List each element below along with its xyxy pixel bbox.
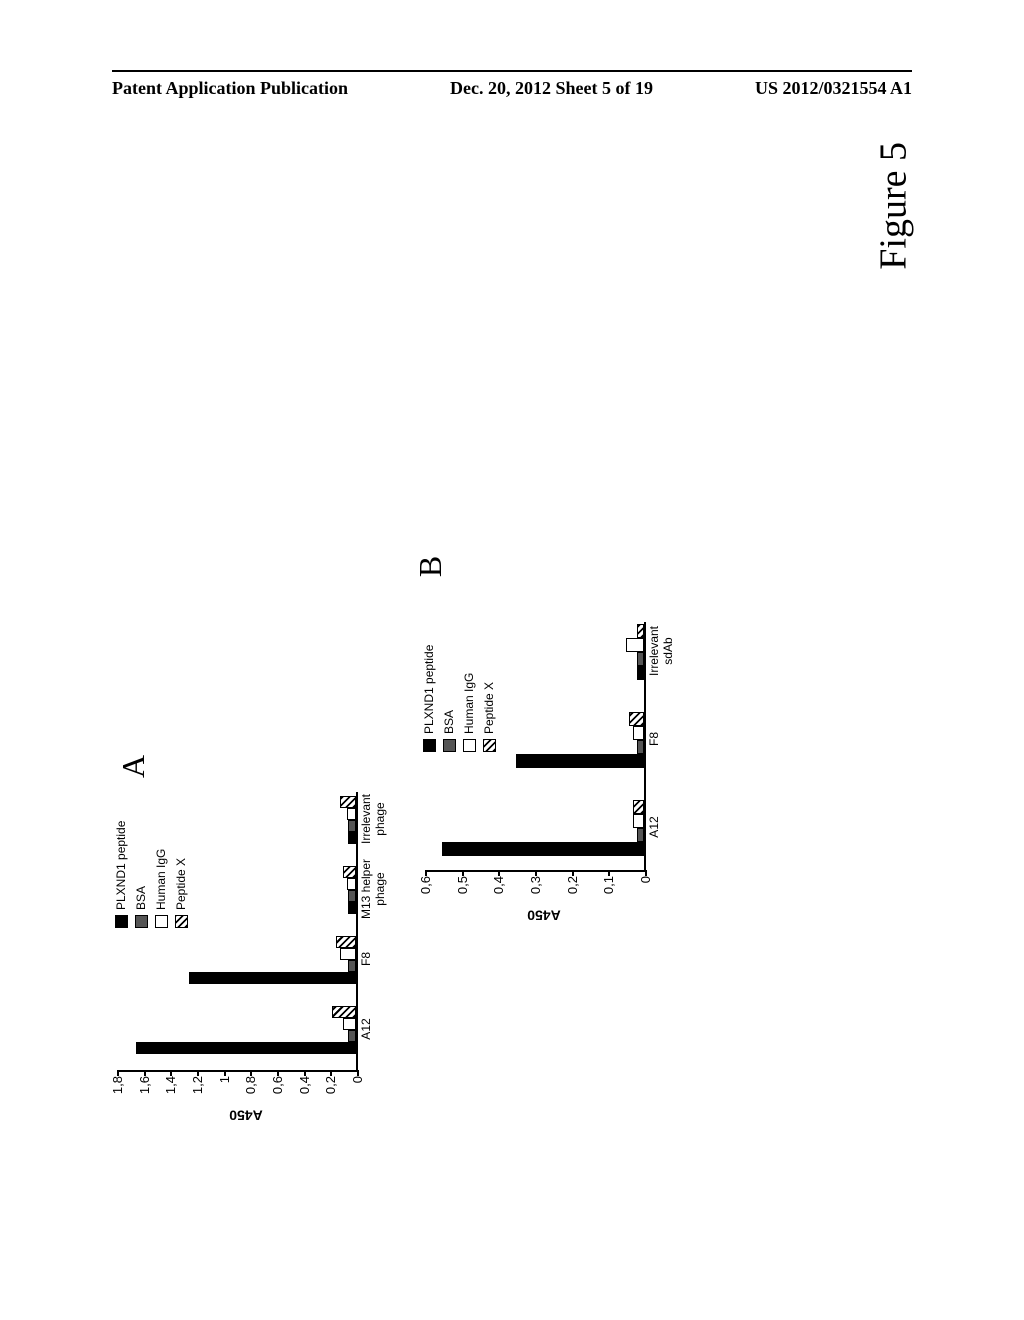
ytick-label: 1,4 <box>163 1076 178 1104</box>
bar <box>340 948 356 960</box>
category-label: A12 <box>360 996 374 1062</box>
panel-b: A450 00,10,20,30,40,50,6A12F8Irrelevant … <box>426 580 696 880</box>
header-center: Dec. 20, 2012 Sheet 5 of 19 <box>450 78 653 99</box>
bar <box>348 902 356 914</box>
bar <box>516 754 644 768</box>
legend-label: Peptide X <box>482 682 496 734</box>
bar <box>348 1030 356 1042</box>
ytick-label: 1,8 <box>110 1076 125 1104</box>
legend-row: PLXND1 peptide <box>422 645 436 752</box>
category-label: M13 helper phage <box>360 856 388 922</box>
panel-b-legend: PLXND1 peptide BSA Human IgG Peptide X <box>422 602 512 752</box>
ytick-label: 1,2 <box>190 1076 205 1104</box>
legend-swatch <box>135 915 148 928</box>
panel-b-letter: B <box>412 556 449 577</box>
bar <box>340 796 356 808</box>
ytick-label: 0,1 <box>601 876 616 904</box>
bar <box>637 828 644 842</box>
ytick-label: 0,6 <box>270 1076 285 1104</box>
legend-row: Human IgG <box>462 673 476 752</box>
ytick-label: 0,3 <box>528 876 543 904</box>
category-label: Irrelevant phage <box>360 786 388 852</box>
legend-swatch <box>423 739 436 752</box>
category-label: Irrelevant sdAb <box>648 614 676 688</box>
page-header: Patent Application Publication Dec. 20, … <box>0 78 1024 108</box>
legend-label: Peptide X <box>174 858 188 910</box>
legend-row: BSA <box>134 886 148 928</box>
ytick-label: 0,4 <box>297 1076 312 1104</box>
legend-label: Human IgG <box>462 673 476 734</box>
legend-row: Peptide X <box>174 858 188 928</box>
panel-a-legend: PLXND1 peptide BSA Human IgG Peptide X <box>114 778 204 928</box>
legend-swatch <box>483 739 496 752</box>
bar <box>348 832 356 844</box>
bar <box>347 878 356 890</box>
legend-swatch <box>175 915 188 928</box>
bar <box>347 808 356 820</box>
bar <box>633 800 644 814</box>
bar <box>348 890 356 902</box>
legend-label: PLXND1 peptide <box>422 645 436 734</box>
ytick-label: 1 <box>217 1076 232 1104</box>
bar <box>136 1042 356 1054</box>
panel-a-ylabel: A450 <box>229 1107 262 1123</box>
ytick-label: 0,6 <box>418 876 433 904</box>
bar <box>633 726 644 740</box>
figure-label: Figure 5 <box>872 142 916 270</box>
bar <box>637 652 644 666</box>
bar <box>442 842 644 856</box>
bar <box>189 972 356 984</box>
bar <box>343 866 356 878</box>
ytick-label: 0,2 <box>565 876 580 904</box>
legend-row: BSA <box>442 710 456 752</box>
legend-label: PLXND1 peptide <box>114 821 128 910</box>
page: Patent Application Publication Dec. 20, … <box>0 0 1024 1320</box>
legend-row: Peptide X <box>482 682 496 752</box>
legend-label: Human IgG <box>154 849 168 910</box>
legend-swatch <box>463 739 476 752</box>
legend-row: Human IgG <box>154 849 168 928</box>
header-right: US 2012/0321554 A1 <box>755 78 912 99</box>
ytick-label: 0,4 <box>491 876 506 904</box>
category-label: A12 <box>648 790 662 864</box>
panel-b-ylabel: A450 <box>527 907 560 923</box>
bar <box>637 740 644 754</box>
bar <box>629 712 644 726</box>
header-left: Patent Application Publication <box>112 78 348 99</box>
category-label: F8 <box>360 926 374 992</box>
ytick-label: 0,5 <box>455 876 470 904</box>
ytick-label: 0,8 <box>243 1076 258 1104</box>
panel-a: A450 00,20,40,60,811,21,41,61,8A12F8M13 … <box>118 770 398 1080</box>
legend-swatch <box>155 915 168 928</box>
legend-label: BSA <box>442 710 456 734</box>
header-rule <box>112 70 912 72</box>
bar <box>637 624 644 638</box>
bar <box>336 936 356 948</box>
legend-swatch <box>115 915 128 928</box>
bar <box>626 638 644 652</box>
bar <box>633 814 644 828</box>
ytick-label: 0,2 <box>323 1076 338 1104</box>
bar <box>348 820 356 832</box>
ytick-label: 0 <box>638 876 653 904</box>
bar <box>637 666 644 680</box>
legend-label: BSA <box>134 886 148 910</box>
ytick-label: 1,6 <box>137 1076 152 1104</box>
legend-row: PLXND1 peptide <box>114 821 128 928</box>
bar <box>343 1018 356 1030</box>
ytick-label: 0 <box>350 1076 365 1104</box>
bar <box>332 1006 356 1018</box>
bar <box>348 960 356 972</box>
legend-swatch <box>443 739 456 752</box>
category-label: F8 <box>648 702 662 776</box>
